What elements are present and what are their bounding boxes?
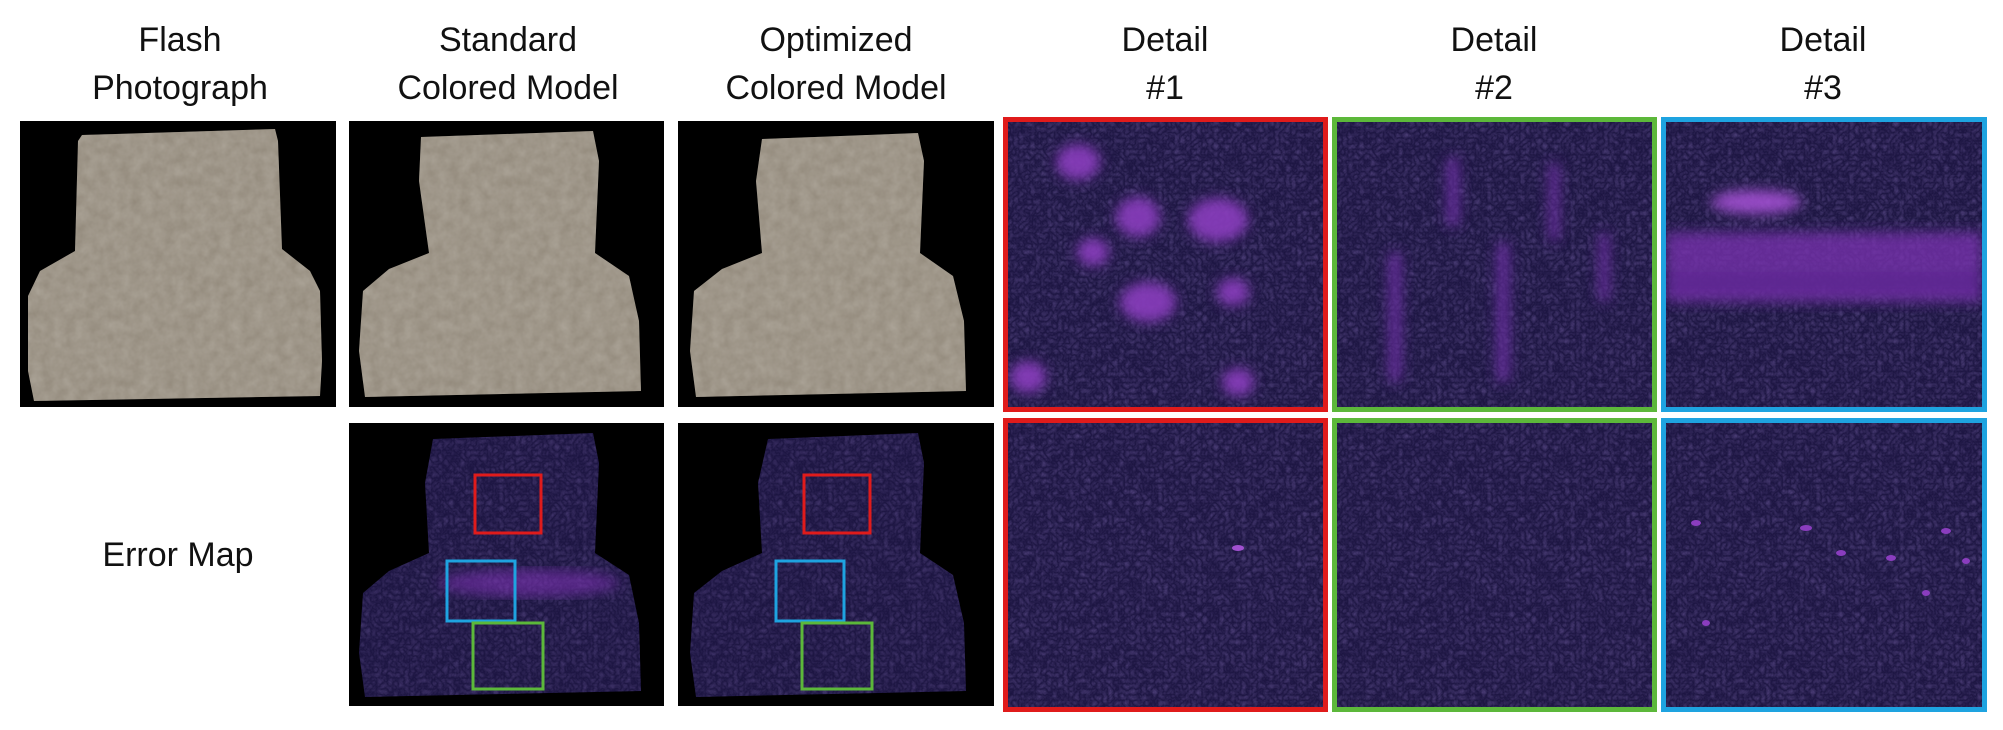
- header-line: Optimized: [759, 21, 913, 59]
- optimized-model-image: [678, 121, 994, 407]
- header-line: Detail: [1450, 21, 1538, 59]
- error-map-shape: [690, 433, 966, 697]
- header-line: Colored Model: [397, 69, 619, 107]
- header-flash-photograph: Flash Photograph: [20, 16, 340, 112]
- detail-1-optimized: [1003, 418, 1328, 712]
- header-detail-2: Detail #2: [1334, 16, 1654, 112]
- error-texture: [1337, 122, 1652, 407]
- detail-2-standard: [1332, 117, 1657, 412]
- error-map-shape: [359, 433, 641, 697]
- header-line: #3: [1804, 69, 1842, 107]
- stone-object-shape: [690, 133, 966, 397]
- region-box-detail-1: [473, 473, 543, 535]
- region-box-detail-3: [445, 559, 517, 623]
- error-texture: [1008, 423, 1323, 707]
- header-line: Detail: [1779, 21, 1867, 59]
- header-line: Detail: [1121, 21, 1209, 59]
- header-line: Standard: [439, 21, 577, 59]
- region-box-detail-3: [774, 559, 846, 623]
- stone-object-shape: [359, 131, 641, 397]
- header-line: #1: [1146, 69, 1184, 107]
- detail-1-standard: [1003, 117, 1328, 412]
- stone-object-shape: [28, 129, 322, 401]
- header-line: Photograph: [92, 69, 268, 107]
- row-label-error-map: Error Map: [102, 536, 254, 574]
- error-texture: [1666, 423, 1982, 707]
- detail-3-optimized: [1661, 418, 1987, 712]
- region-box-detail-1: [802, 473, 872, 535]
- header-line: Colored Model: [725, 69, 947, 107]
- standard-model-image: [349, 121, 664, 407]
- region-box-detail-2: [800, 621, 874, 691]
- error-texture: [1666, 122, 1982, 407]
- header-line: Flash: [138, 21, 222, 59]
- error-texture: [1337, 423, 1652, 707]
- flash-photograph-image: [20, 121, 336, 407]
- standard-error-map-image: [349, 423, 664, 706]
- detail-2-optimized: [1332, 418, 1657, 712]
- header-detail-3: Detail #3: [1663, 16, 1983, 112]
- header-detail-1: Detail #1: [1005, 16, 1325, 112]
- detail-3-standard: [1661, 117, 1987, 412]
- error-texture: [1008, 122, 1323, 407]
- header-optimized-model: Optimized Colored Model: [676, 16, 996, 112]
- header-standard-model: Standard Colored Model: [348, 16, 668, 112]
- region-box-detail-2: [471, 621, 545, 691]
- optimized-error-map-image: [678, 423, 994, 706]
- header-line: #2: [1475, 69, 1513, 107]
